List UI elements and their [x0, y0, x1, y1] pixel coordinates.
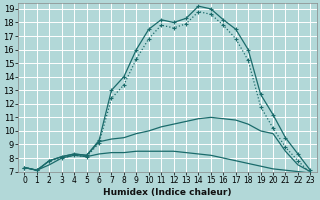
- X-axis label: Humidex (Indice chaleur): Humidex (Indice chaleur): [103, 188, 232, 197]
